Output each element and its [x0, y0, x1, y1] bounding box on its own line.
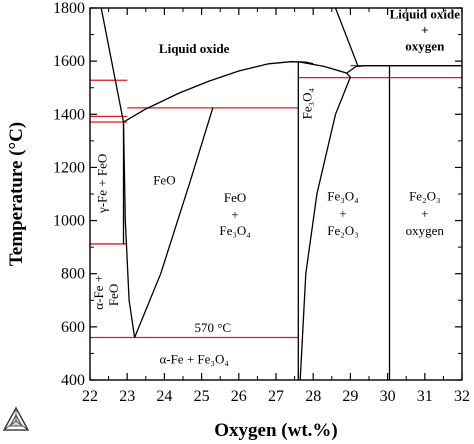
region-label: oxygen [405, 39, 445, 54]
triangle-logo-icon [2, 406, 30, 431]
region-label: Fe₃O₄ [219, 223, 251, 238]
x-tick-label: 29 [342, 388, 358, 405]
region-label: Fe₃O₄ [299, 87, 314, 119]
x-tick-label: 28 [305, 388, 321, 405]
plot-frame [89, 7, 463, 381]
x-tick-label: 30 [380, 388, 396, 405]
region-label: Fe₃O₄ [327, 189, 359, 204]
wustite-o-boundary [133, 107, 214, 338]
magnetite-o-boundary [299, 76, 352, 381]
y-tick-label: 1400 [53, 106, 85, 123]
x-tick-label: 22 [82, 388, 98, 405]
region-label: FeO [106, 284, 121, 306]
region-label: + [231, 207, 238, 222]
region-label: α-Fe + [91, 275, 106, 310]
region-label: Liquid oxide [390, 7, 461, 22]
region-label: oxygen [406, 223, 445, 238]
axis-ticks: 22 23 24 25 26 27 28 29 30 31 32 400 600 800 1000 1200 1… [53, 0, 470, 405]
x-tick-label: 24 [156, 388, 172, 405]
region-label: + [421, 23, 428, 38]
liquidus-fe3o4-right [298, 61, 351, 78]
y-tick-label: 1800 [53, 0, 85, 17]
phase-boundaries [100, 7, 462, 381]
region-label: FeO [224, 190, 246, 205]
liquid-oxide-oxygen [334, 7, 359, 66]
region-label: Fe₂O₃ [409, 189, 440, 204]
liquidus-top [123, 61, 314, 123]
wustite-fe-boundary [122, 121, 136, 338]
y-tick-label: 800 [61, 266, 85, 283]
x-axis-title: Oxygen (wt.%) [214, 420, 337, 441]
region-label: Liquid oxide [159, 41, 230, 56]
region-label: 570 °C [194, 320, 231, 335]
x-tick-label: 26 [231, 388, 247, 405]
liquidus-fe3o4-hump [346, 65, 462, 74]
y-tick-label: 1200 [53, 159, 85, 176]
region-label: FeO [153, 173, 175, 188]
y-axis-title: Temperature (°C) [6, 122, 27, 266]
x-tick-label: 25 [194, 388, 210, 405]
liquidus-left [100, 7, 125, 123]
x-tick-label: 31 [417, 388, 433, 405]
region-label: α-Fe + Fe₃O₄ [159, 352, 229, 367]
x-tick-label: 23 [119, 388, 135, 405]
x-tick-label: 27 [268, 388, 284, 405]
region-label: γ-Fe + FeO [95, 154, 110, 214]
y-tick-label: 400 [61, 372, 85, 389]
y-tick-label: 1600 [53, 53, 85, 70]
region-label: + [339, 206, 346, 221]
x-tick-label: 32 [454, 388, 470, 405]
y-tick-label: 600 [61, 319, 85, 336]
isotherm-lines [90, 65, 462, 339]
region-label: + [421, 206, 428, 221]
region-label: Fe₂O₃ [327, 223, 358, 238]
y-tick-label: 1000 [53, 213, 85, 230]
